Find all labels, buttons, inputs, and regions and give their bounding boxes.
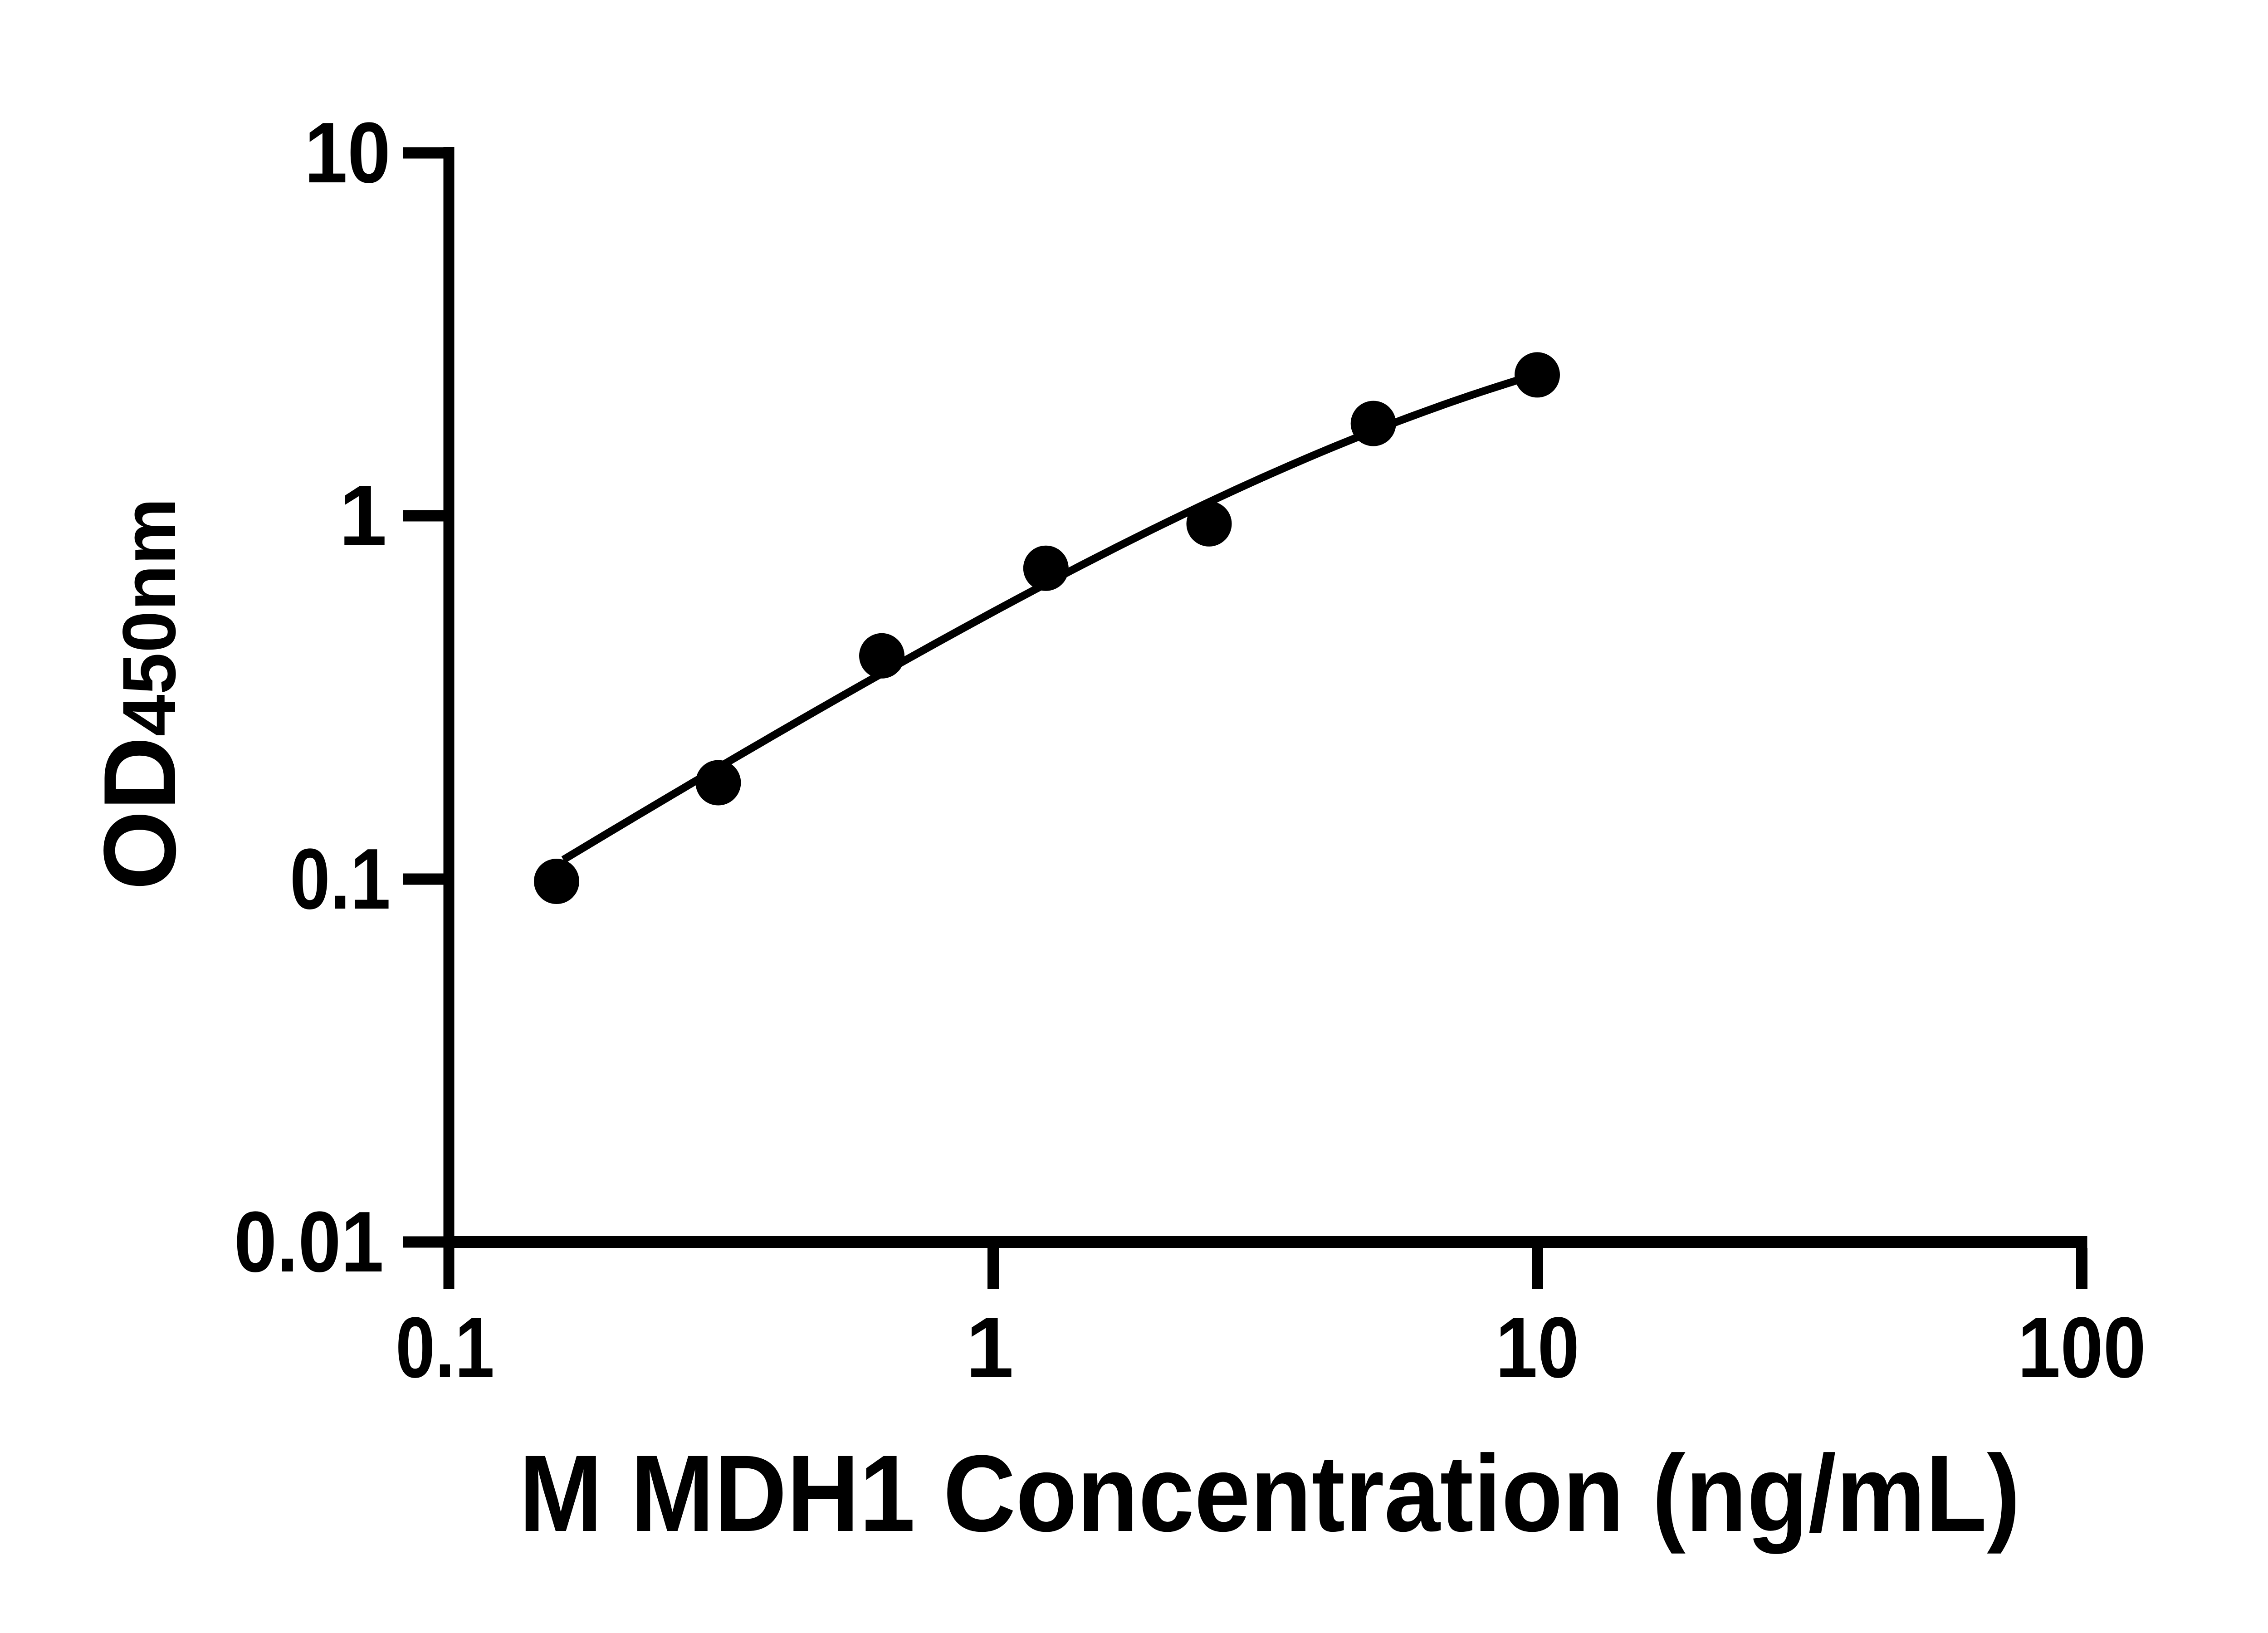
svg-text:1: 1 bbox=[966, 1300, 1014, 1396]
svg-text:0.1: 0.1 bbox=[396, 1300, 494, 1396]
svg-text:100: 100 bbox=[2018, 1300, 2146, 1396]
svg-text:10: 10 bbox=[1496, 1300, 1579, 1396]
svg-text:1: 1 bbox=[339, 468, 387, 564]
svg-text:10: 10 bbox=[304, 105, 391, 201]
svg-text:0.01: 0.01 bbox=[234, 1194, 384, 1290]
svg-text:0.1: 0.1 bbox=[290, 831, 391, 927]
svg-text:M MDH1 Concentration (ng/mL): M MDH1 Concentration (ng/mL) bbox=[519, 1433, 2020, 1554]
